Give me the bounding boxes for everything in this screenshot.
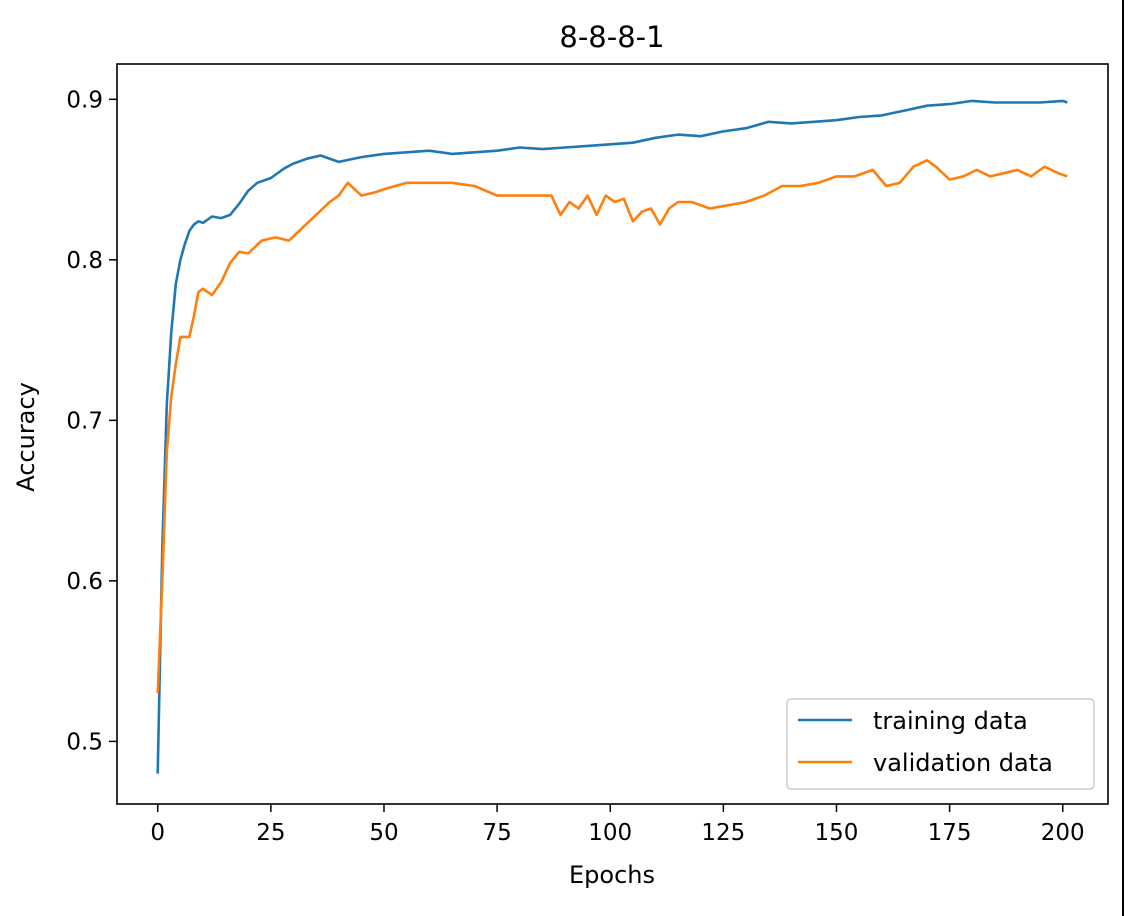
x-tick-label: 125 (701, 820, 745, 846)
x-axis-label: Epochs (569, 861, 655, 889)
legend: training data validation data (786, 698, 1095, 790)
y-tick-label: 0.7 (66, 408, 103, 434)
x-tick-label: 0 (150, 820, 165, 846)
legend-label-validation: validation data (873, 749, 1053, 777)
legend-label-training: training data (873, 707, 1028, 735)
legend-box (786, 698, 1095, 790)
y-tick-label: 0.8 (66, 248, 103, 274)
y-tick-label: 0.9 (66, 87, 103, 113)
plot-frame (116, 63, 1109, 805)
y-tick-label: 0.5 (66, 729, 103, 755)
series-line-training (156, 99, 1068, 774)
x-tick-label: 100 (588, 820, 632, 846)
x-tick-label: 200 (1041, 820, 1085, 846)
x-tick-label: 175 (928, 820, 972, 846)
y-axis-label: Accuracy (12, 382, 40, 492)
window-edge (1122, 0, 1124, 916)
x-tick-label: 75 (482, 820, 511, 846)
x-tick-label: 150 (815, 820, 859, 846)
x-tick-label: 25 (256, 820, 285, 846)
x-tick-label: 50 (369, 820, 398, 846)
plot-area: 0 25 50 75 100 125 150 175 200 0.5 0.6 0.7 0.8 0.9 (66, 63, 1109, 846)
chart-title: 8-8-8-1 (559, 20, 664, 54)
y-tick-label: 0.6 (66, 569, 103, 595)
series-line-validation (156, 159, 1068, 694)
